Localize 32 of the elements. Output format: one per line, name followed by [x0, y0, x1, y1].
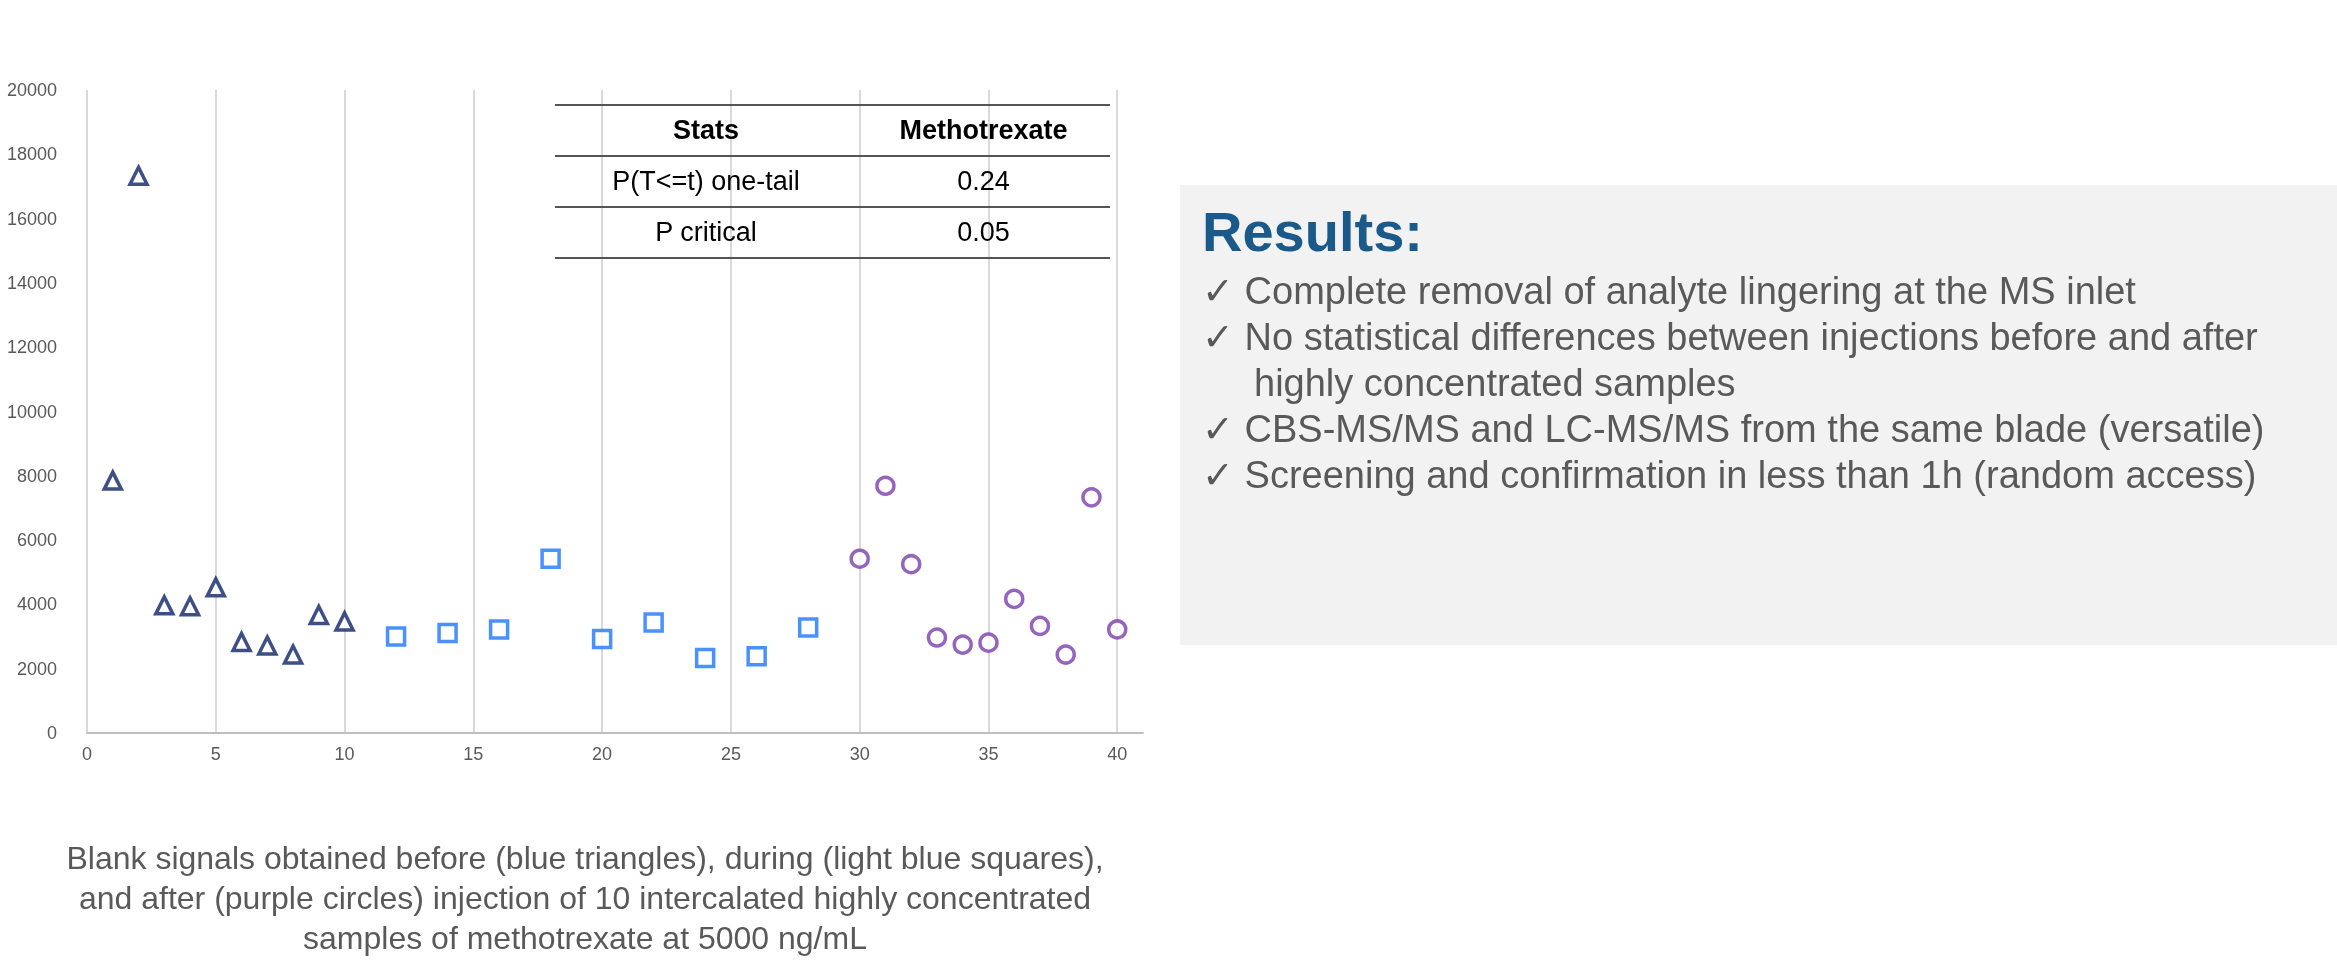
x-tick-label: 5	[210, 744, 221, 764]
y-tick-label: 4000	[16, 594, 57, 615]
text: Results:	[1202, 199, 1424, 264]
annotation: P(T<=t) one-tail	[555, 157, 857, 208]
x-tick-label: 25	[720, 744, 741, 764]
text: ✓ Complete removal of analyte lingering at the MS inlet	[1202, 269, 2137, 314]
text: ✓ No statistical differences between injections before and after highly concentrated samples	[1202, 315, 2259, 406]
y-tick-label: 16000	[6, 208, 57, 229]
text: Blank signals obtained before (blue triangles), during (light blue squares), and after (purple circles) injection of 10 intercalated highly concentrated samples of methotrexate at 5000 ng/mL	[65, 839, 1105, 958]
annotation: 0.24	[857, 157, 1110, 208]
x-tick-label: 15	[463, 744, 484, 764]
x-tick-label: 30	[849, 744, 870, 764]
annotation: Methotrexate	[857, 104, 1110, 157]
x-tick-label: 20	[592, 744, 613, 764]
annotation: Stats	[555, 104, 857, 157]
x-tick-label: 40	[1107, 744, 1128, 764]
y-tick-label: 18000	[6, 144, 57, 165]
y-tick-label: 6000	[16, 530, 57, 551]
y-tick-label: 12000	[6, 337, 57, 358]
y-tick-label: 2000	[16, 658, 57, 679]
text: ✓ Screening and confirmation in less than 1h (random access)	[1202, 453, 2258, 498]
x-tick-label: 10	[334, 744, 355, 764]
annotation: P critical	[555, 208, 857, 259]
annotation: 0.05	[857, 208, 1110, 259]
text: ✓ CBS-MS/MS and LC-MS/MS from the same blade (versatile)	[1202, 407, 2266, 452]
x-tick-label: 0	[81, 744, 93, 764]
y-tick-label: 14000	[6, 272, 57, 293]
x-tick-label: 35	[978, 744, 999, 764]
y-tick-label: 8000	[16, 465, 57, 486]
y-tick-label: 10000	[6, 401, 57, 422]
y-tick-label: 0	[46, 723, 57, 743]
y-tick-label: 20000	[6, 80, 57, 100]
